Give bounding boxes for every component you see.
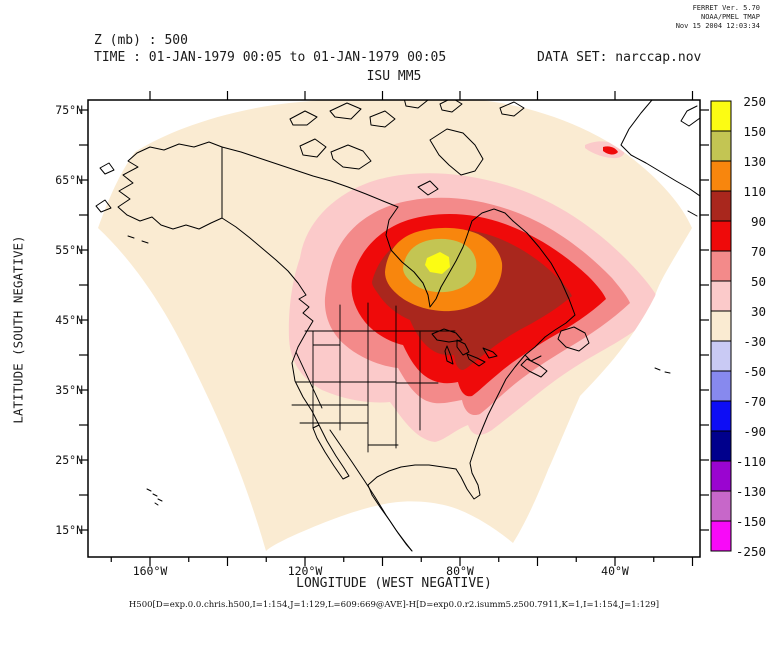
ferret-org: NOAA/PMEL TMAP [700,13,760,21]
colorbar-tick-label: 150 [743,124,766,139]
colorbar-tick-label: -50 [743,364,766,379]
coast-great-lakes [431,328,498,367]
coast-east-us [455,354,526,500]
plot-frame [87,99,701,558]
colorbar-segment [710,160,732,192]
colorbar-segment [710,310,732,342]
colorbar-tick-label: 30 [751,304,766,319]
colorbar-segment [710,250,732,282]
colorbar-segment [710,490,732,522]
y-tick-label: 45°N [55,313,83,327]
colorbar-tick-label: -250 [736,544,766,559]
colorbar-tick-label: -70 [743,394,766,409]
colorbar [710,100,732,552]
colorbar-tick-label: -110 [736,454,766,469]
colorbar-segment [710,280,732,312]
colorbar-tick-label: 70 [751,244,766,259]
x-tick-label: 120°W [288,564,323,578]
colorbar-labels: 250 150 130 110 90 70 50 30 -30 -50 -70 -90 -110 -130… [736,94,766,559]
colorbar-tick-label: -150 [736,514,766,529]
dataset-label: DATA SET: narccap.nov [537,50,702,65]
y-tick-label: 75°N [55,103,83,117]
x-tick-labels: 160°W 120°W 80°W 40°W [133,564,629,578]
coast-arctic-islands [289,100,525,196]
time-range-label: TIME : 01-JAN-1979 00:05 to 01-JAN-1979 … [94,50,447,65]
coast-labrador [512,220,576,338]
colorbar-segment [710,100,732,132]
y-tick-label: 35°N [55,383,83,397]
coast-arctic [221,146,399,208]
variable-label: Z (mb) : 500 [94,33,188,48]
colorbar-tick-label: 250 [743,94,766,109]
axis-ticks [79,91,709,566]
ferret-timestamp: Nov 15 2004 12:03:34 [675,22,760,30]
x-tick-label: 80°W [446,564,474,578]
colorbar-segment [710,400,732,432]
coast-newfoundland [557,326,590,352]
coastlines [95,100,700,552]
colorbar-tick-label: 110 [743,184,766,199]
contour-band-150-250 [425,252,450,274]
colorbar-segment [710,130,732,162]
colorbar-segment [710,370,732,402]
colorbar-segment [710,190,732,222]
colorbar-tick-label: -130 [736,484,766,499]
colorbar-tick-label: 90 [751,214,766,229]
plot-title: ISU MM5 [366,69,422,84]
colorbar-tick-label: 50 [751,274,766,289]
x-tick-label: 40°W [601,564,629,578]
y-tick-label: 25°N [55,453,83,467]
state-borders [291,302,456,453]
y-tick-label: 15°N [55,523,83,537]
colorbar-segment [710,340,732,372]
colorbar-segment [710,430,732,462]
coast-baja [312,424,350,480]
edge-streak-red [603,146,618,155]
coast-hudson-bay [385,206,514,308]
colorbar-tick-label: -90 [743,424,766,439]
coast-nw-islets [95,162,115,213]
y-tick-label: 55°N [55,243,83,257]
coast-alaska [117,141,223,244]
x-axis-title: LONGITUDE (WEST NEGATIVE) [296,576,492,591]
colorbar-segment [710,520,732,552]
map-layers [95,100,700,552]
x-tick-label: 160°W [133,564,168,578]
anomaly-contours [288,141,663,442]
y-tick-labels: 75°N 65°N 55°N 45°N 35°N 25°N 15°N [55,103,83,537]
ferret-version: FERRET Ver. 5.70 [692,4,760,12]
ferret-credits: FERRET Ver. 5.70 NOAA/PMEL TMAP Nov 15 200… [676,4,760,31]
coast-hawaii [146,488,163,506]
colorbar-segment [710,220,732,252]
colorbar-tick-label: 130 [743,154,766,169]
y-tick-label: 65°N [55,173,83,187]
colorbar-segment [710,460,732,492]
ferret-expression: H500[D=exp.0.0.chris.h500,I=1:154,J=1:12… [128,600,660,610]
coast-greenland [620,100,700,374]
coast-pacific [221,217,320,426]
coast-gulf [367,464,457,552]
colorbar-tick-label: -30 [743,334,766,349]
